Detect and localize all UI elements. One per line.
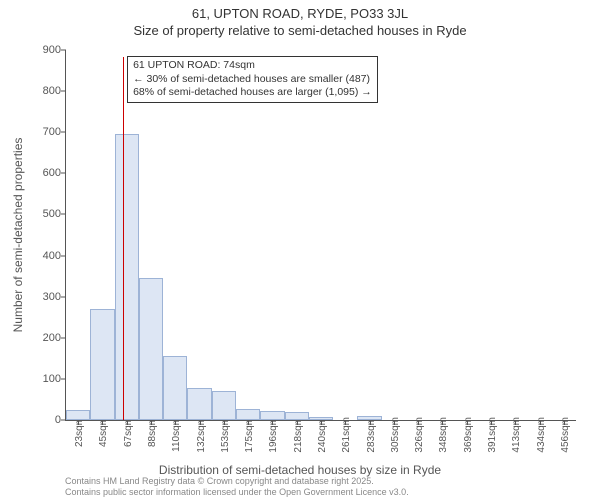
y-tick-mark <box>61 296 66 297</box>
x-tick-label: 305sqm <box>390 417 401 453</box>
x-tick-label: 240sqm <box>317 417 328 453</box>
x-tick-label: 196sqm <box>268 417 279 453</box>
histogram-bar <box>212 391 236 420</box>
y-tick-mark <box>61 173 66 174</box>
y-tick-label: 200 <box>26 332 61 344</box>
x-tick-label: 391sqm <box>487 417 498 453</box>
histogram-bar <box>66 410 90 420</box>
x-tick-label: 261sqm <box>341 417 352 453</box>
y-tick-label: 400 <box>26 250 61 262</box>
x-tick-label: 434sqm <box>536 417 547 453</box>
histogram-bar <box>236 409 260 421</box>
x-tick-label: 23sqm <box>74 417 85 447</box>
x-tick-label: 413sqm <box>511 417 522 453</box>
histogram-bar <box>115 134 139 420</box>
y-tick-label: 600 <box>26 167 61 179</box>
y-tick-mark <box>61 255 66 256</box>
y-tick-mark <box>61 337 66 338</box>
y-tick-label: 800 <box>26 85 61 97</box>
x-tick-label: 218sqm <box>293 417 304 453</box>
annotation-line: ← 30% of semi-detached houses are smalle… <box>133 73 372 87</box>
x-tick-label: 456sqm <box>560 417 571 453</box>
x-tick-label: 45sqm <box>98 417 109 447</box>
x-tick-label: 67sqm <box>123 417 134 447</box>
y-tick-mark <box>61 214 66 215</box>
histogram-bar <box>187 388 211 420</box>
x-tick-label: 132sqm <box>196 417 207 453</box>
x-tick-label: 283sqm <box>366 417 377 453</box>
chart-area: 010020030040050060070080090023sqm45sqm67… <box>65 50 575 420</box>
attribution-footer: Contains HM Land Registry data © Crown c… <box>65 476 409 498</box>
x-tick-label: 175sqm <box>244 417 255 453</box>
x-tick-label: 88sqm <box>147 417 158 447</box>
property-marker-line <box>123 57 124 420</box>
footer-line-2: Contains public sector information licen… <box>65 487 409 498</box>
x-tick-label: 153sqm <box>220 417 231 453</box>
histogram-bar <box>90 309 114 420</box>
x-tick-label: 326sqm <box>414 417 425 453</box>
chart-container: 61, UPTON ROAD, RYDE, PO33 3JL Size of p… <box>0 0 600 500</box>
histogram-bar <box>285 412 309 420</box>
x-axis-label: Distribution of semi-detached houses by … <box>159 463 441 477</box>
y-tick-label: 300 <box>26 291 61 303</box>
y-tick-mark <box>61 50 66 51</box>
y-tick-label: 100 <box>26 373 61 385</box>
y-tick-mark <box>61 91 66 92</box>
y-tick-label: 900 <box>26 44 61 56</box>
annotation-box: 61 UPTON ROAD: 74sqm← 30% of semi-detach… <box>127 56 378 103</box>
histogram-bar <box>139 278 163 420</box>
y-tick-mark <box>61 378 66 379</box>
histogram-bar <box>309 417 333 420</box>
y-tick-label: 700 <box>26 126 61 138</box>
footer-line-1: Contains HM Land Registry data © Crown c… <box>65 476 409 487</box>
annotation-line: 68% of semi-detached houses are larger (… <box>133 86 372 100</box>
title-line-1: 61, UPTON ROAD, RYDE, PO33 3JL <box>0 6 600 23</box>
histogram-bar <box>163 356 187 420</box>
histogram-bar <box>260 411 284 420</box>
y-axis-label: Number of semi-detached properties <box>11 138 25 333</box>
chart-title: 61, UPTON ROAD, RYDE, PO33 3JL Size of p… <box>0 0 600 40</box>
title-line-2: Size of property relative to semi-detach… <box>0 23 600 40</box>
x-tick-label: 369sqm <box>463 417 474 453</box>
x-tick-label: 110sqm <box>171 417 182 452</box>
plot-region: 010020030040050060070080090023sqm45sqm67… <box>65 50 576 421</box>
y-tick-label: 500 <box>26 208 61 220</box>
y-tick-mark <box>61 132 66 133</box>
y-tick-label: 0 <box>26 414 61 426</box>
histogram-bar <box>357 416 381 420</box>
annotation-line: 61 UPTON ROAD: 74sqm <box>133 59 372 73</box>
x-tick-label: 348sqm <box>438 417 449 453</box>
